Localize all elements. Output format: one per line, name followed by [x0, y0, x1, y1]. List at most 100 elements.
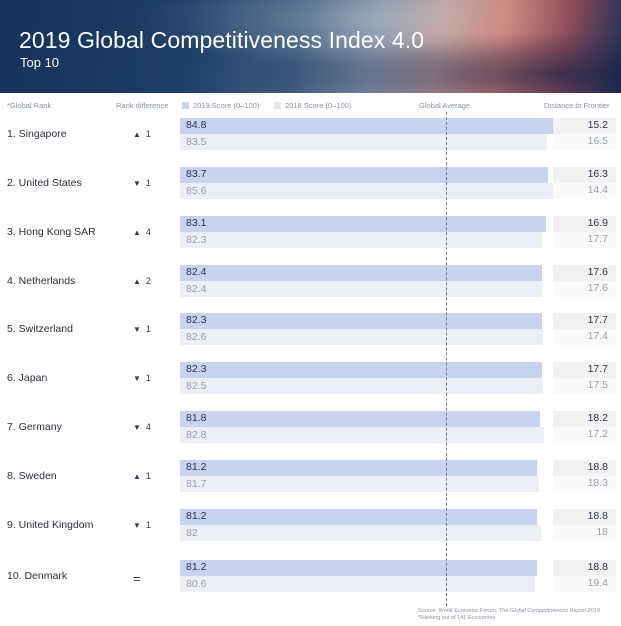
- rank-change-value: 1: [145, 324, 151, 334]
- score-2019-label: 83.1: [186, 217, 207, 229]
- score-2018-label: 81.7: [186, 478, 207, 490]
- source-line: Source: World Economic Forum, The Global…: [418, 608, 600, 615]
- distance-2018-value: 14.4: [587, 184, 608, 196]
- distance-2019-value: 17.6: [587, 266, 608, 278]
- distance-2018-value: 17.4: [587, 330, 608, 342]
- arrow-up-icon: ▲: [133, 277, 141, 286]
- bar-2019: [180, 560, 537, 576]
- distance-2019-value: 17.7: [587, 363, 608, 375]
- legend-swatch-2019: [182, 102, 189, 109]
- score-2018-label: 85.6: [186, 185, 207, 197]
- country-label: 5. Switzerland: [7, 323, 73, 335]
- rank-change: ▲ 1: [133, 129, 151, 139]
- chart-subtitle: Top 10: [20, 55, 60, 70]
- distance-2018-cell: 17.5: [553, 378, 616, 394]
- score-2018-label: 82.6: [186, 331, 207, 343]
- distance-2019-value: 18.8: [587, 510, 608, 522]
- distance-2018-value: 18: [596, 526, 608, 538]
- country-label: 4. Netherlands: [7, 275, 76, 287]
- score-2018-label: 82.5: [186, 380, 207, 392]
- score-2018-label: 82.4: [186, 283, 207, 295]
- rank-change: ▼ 1: [133, 373, 151, 383]
- distance-2018-cell: 18: [553, 525, 616, 541]
- score-2018-label: 80.6: [186, 578, 207, 590]
- score-2018-label: 83.5: [186, 136, 207, 148]
- bar-2018: [180, 183, 557, 199]
- distance-2018-cell: 14.4: [553, 183, 616, 199]
- bar-2019: [180, 509, 537, 525]
- score-2019-label: 82.3: [186, 363, 207, 375]
- rank-change: ▼ 1: [133, 324, 151, 334]
- footer: Source: World Economic Forum, The Global…: [418, 608, 600, 622]
- distance-2019-value: 18.2: [587, 412, 608, 424]
- header-global-average: Global Average: [419, 101, 471, 110]
- distance-2018-value: 18.3: [587, 477, 608, 489]
- ranking-note: *Ranking out of 141 Economies: [418, 615, 496, 621]
- country-label: 3. Hong Kong SAR: [7, 226, 96, 238]
- bar-2019: [180, 460, 537, 476]
- rank-change-value: 1: [145, 178, 151, 188]
- country-label: 10. Denmark: [7, 570, 68, 582]
- country-label: 8. Sweden: [7, 470, 57, 482]
- source-prefix: Source: World Economic Forum,: [418, 608, 499, 614]
- arrow-up-icon: ▲: [133, 130, 141, 139]
- legend-label-2018: 2018 Score (0–100): [285, 101, 352, 110]
- banner-texture: [0, 0, 621, 93]
- bar-2018: [180, 576, 535, 592]
- rank-change: ▼ 1: [133, 520, 151, 530]
- distance-2018-cell: 17.7: [553, 232, 616, 248]
- arrow-up-icon: ▲: [133, 228, 141, 237]
- distance-2019-value: 18.8: [587, 461, 608, 473]
- distance-2019-value: 16.9: [587, 217, 608, 229]
- bar-2018: [180, 476, 539, 492]
- rank-change: ▲ 4: [133, 227, 151, 237]
- distance-2018-value: 16.5: [587, 135, 608, 147]
- bar-2018: [180, 378, 543, 394]
- distance-2019-cell: 16.9: [553, 216, 616, 232]
- country-label: 7. Germany: [7, 421, 62, 433]
- bar-2018: [180, 427, 544, 443]
- arrow-down-icon: ▼: [133, 521, 141, 530]
- country-label: 2. United States: [7, 177, 82, 189]
- bar-2019: [180, 362, 542, 378]
- source-title: The Global Competitiveness Report 2019: [498, 608, 600, 614]
- arrow-down-icon: ▼: [133, 179, 141, 188]
- distance-2019-value: 16.3: [587, 168, 608, 180]
- distance-2019-cell: 18.2: [553, 411, 616, 427]
- distance-2019-cell: 17.6: [553, 265, 616, 281]
- bar-2018: [180, 134, 547, 150]
- rank-change-value: 1: [145, 129, 151, 139]
- distance-2019-cell: 18.8: [553, 460, 616, 476]
- score-2019-label: 81.2: [186, 510, 207, 522]
- score-2019-label: 82.3: [186, 314, 207, 326]
- distance-2018-value: 17.7: [587, 233, 608, 245]
- score-2018-label: 82.8: [186, 429, 207, 441]
- distance-2019-cell: 17.7: [553, 362, 616, 378]
- rank-change-value: 1: [145, 471, 151, 481]
- arrow-down-icon: ▼: [133, 325, 141, 334]
- rank-change: ▼ 4: [133, 422, 151, 432]
- distance-2018-value: 17.2: [587, 428, 608, 440]
- distance-2018-cell: 18.3: [553, 476, 616, 492]
- score-2019-label: 81.2: [186, 561, 207, 573]
- score-2019-label: 81.8: [186, 412, 207, 424]
- country-label: 6. Japan: [7, 372, 48, 384]
- header-global-rank: *Global Rank: [7, 101, 52, 110]
- rank-change-value: 1: [145, 373, 151, 383]
- distance-2018-value: 17.6: [587, 282, 608, 294]
- score-2019-label: 82.4: [186, 266, 207, 278]
- header-distance-to-frontier: Distance to Frontier: [544, 101, 610, 110]
- arrow-up-icon: ▲: [133, 472, 141, 481]
- legend-2018: 2018 Score (0–100): [274, 101, 351, 110]
- score-2018-label: 82: [186, 527, 198, 539]
- legend-label-2019: 2019 Score (0–100): [193, 101, 260, 110]
- distance-2018-cell: 17.6: [553, 281, 616, 297]
- score-2018-label: 82.3: [186, 234, 207, 246]
- distance-2018-value: 19.4: [587, 577, 608, 589]
- distance-2019-cell: 18.8: [553, 509, 616, 525]
- bar-2019: [180, 167, 548, 183]
- score-2019-label: 81.2: [186, 461, 207, 473]
- distance-2019-value: 15.2: [587, 119, 608, 131]
- bar-2019: [180, 411, 540, 427]
- global-average-line: [446, 112, 447, 606]
